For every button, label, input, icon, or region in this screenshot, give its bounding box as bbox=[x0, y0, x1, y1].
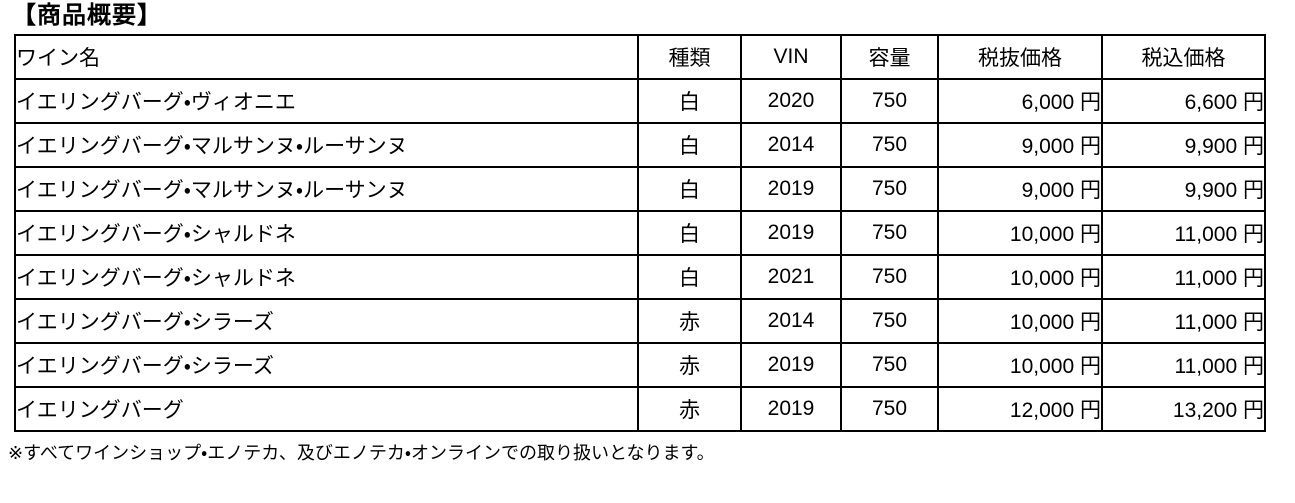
cell-type: 赤 bbox=[637, 385, 742, 432]
cell-vintage: 2021 bbox=[740, 253, 842, 300]
cell-wine-name: イエリングバーグ・シラーズ bbox=[14, 341, 639, 388]
table-row: イエリングバーグ・マルサンヌ・ルーサンヌ白 2019 750 9,000 円 9,900… bbox=[14, 165, 1266, 212]
cell-price-incltax: 9,900 円 bbox=[1101, 165, 1266, 212]
header-wine-name: ワイン名 bbox=[14, 33, 639, 80]
table-header-row: ワイン名 種類 VIN 容量 税抜価格 税込価格 bbox=[14, 33, 1266, 80]
cell-vintage: 2014 bbox=[740, 121, 842, 168]
cell-type: 白 bbox=[637, 165, 742, 212]
page-title: 【商品概要】 bbox=[12, 2, 162, 29]
cell-price-extax: 6,000 円 bbox=[937, 77, 1103, 124]
product-summary-table: ワイン名 種類 VIN 容量 税抜価格 税込価格 イエリングバーグ・ヴィオニエ白… bbox=[14, 33, 1266, 432]
cell-price-incltax: 9,900 円 bbox=[1101, 121, 1266, 168]
cell-vintage: 2019 bbox=[740, 385, 842, 432]
cell-price-extax: 10,000 円 bbox=[937, 341, 1103, 388]
table-row: イエリングバーグ・マルサンヌ・ルーサンヌ白 2014 750 9,000 円 9,900… bbox=[14, 121, 1266, 168]
header-price-extax: 税抜価格 bbox=[937, 33, 1103, 80]
table-row: イエリングバーグ・シラーズ赤 2014 750 10,000 円 11,000 円 bbox=[14, 297, 1266, 344]
header-price-incltax: 税込価格 bbox=[1101, 33, 1266, 80]
cell-wine-name: イエリングバーグ・ヴィオニエ bbox=[14, 77, 639, 124]
cell-vintage: 2019 bbox=[740, 341, 842, 388]
header-volume: 容量 bbox=[840, 33, 939, 80]
cell-type: 赤 bbox=[637, 297, 742, 344]
cell-vintage: 2019 bbox=[740, 165, 842, 212]
cell-type: 白 bbox=[637, 77, 742, 124]
cell-wine-name: イエリングバーグ・マルサンヌ・ルーサンヌ bbox=[14, 165, 639, 212]
table-row: イエリングバーグ・シャルドネ白 2019 750 10,000 円 11,000 円 bbox=[14, 209, 1266, 256]
cell-price-incltax: 11,000 円 bbox=[1101, 209, 1266, 256]
cell-vintage: 2014 bbox=[740, 297, 842, 344]
cell-wine-name: イエリングバーグ・シラーズ bbox=[14, 297, 639, 344]
table-row: イエリングバーグ・シラーズ赤 2019 750 10,000 円 11,000 円 bbox=[14, 341, 1266, 388]
cell-price-extax: 10,000 円 bbox=[937, 253, 1103, 300]
cell-type: 赤 bbox=[637, 341, 742, 388]
cell-type: 白 bbox=[637, 253, 742, 300]
table-row: イエリングバーグ赤 2019 750 12,000 円 13,200 円 bbox=[14, 385, 1266, 432]
cell-price-extax: 10,000 円 bbox=[937, 209, 1103, 256]
cell-price-incltax: 11,000 円 bbox=[1101, 297, 1266, 344]
cell-type: 白 bbox=[637, 209, 742, 256]
cell-price-extax: 9,000 円 bbox=[937, 165, 1103, 212]
cell-volume: 750 bbox=[840, 297, 939, 344]
table-body: イエリングバーグ・ヴィオニエ白 2020 750 6,000 円 6,600 円イエリン… bbox=[14, 77, 1266, 432]
cell-volume: 750 bbox=[840, 165, 939, 212]
table-row: イエリングバーグ・ヴィオニエ白 2020 750 6,000 円 6,600 円 bbox=[14, 77, 1266, 124]
cell-volume: 750 bbox=[840, 385, 939, 432]
cell-volume: 750 bbox=[840, 77, 939, 124]
cell-vintage: 2019 bbox=[740, 209, 842, 256]
cell-wine-name: イエリングバーグ・シャルドネ bbox=[14, 209, 639, 256]
cell-wine-name: イエリングバーグ bbox=[14, 385, 639, 432]
table-row: イエリングバーグ・シャルドネ白 2021 750 10,000 円 11,000 円 bbox=[14, 253, 1266, 300]
cell-price-incltax: 6,600 円 bbox=[1101, 77, 1266, 124]
cell-price-extax: 12,000 円 bbox=[937, 385, 1103, 432]
cell-price-extax: 10,000 円 bbox=[937, 297, 1103, 344]
cell-wine-name: イエリングバーグ・シャルドネ bbox=[14, 253, 639, 300]
cell-price-incltax: 11,000 円 bbox=[1101, 253, 1266, 300]
cell-wine-name: イエリングバーグ・マルサンヌ・ルーサンヌ bbox=[14, 121, 639, 168]
cell-type: 白 bbox=[637, 121, 742, 168]
cell-price-extax: 9,000 円 bbox=[937, 121, 1103, 168]
header-vintage: VIN bbox=[740, 33, 842, 80]
cell-volume: 750 bbox=[840, 121, 939, 168]
cell-vintage: 2020 bbox=[740, 77, 842, 124]
cell-price-incltax: 11,000 円 bbox=[1101, 341, 1266, 388]
cell-volume: 750 bbox=[840, 253, 939, 300]
cell-volume: 750 bbox=[840, 341, 939, 388]
cell-price-incltax: 13,200 円 bbox=[1101, 385, 1266, 432]
header-type: 種類 bbox=[637, 33, 742, 80]
cell-volume: 750 bbox=[840, 209, 939, 256]
footnote: ※すべてワインショップ・エノテカ、及びエノテカ・オンラインでの取り扱いとなります… bbox=[8, 442, 715, 463]
